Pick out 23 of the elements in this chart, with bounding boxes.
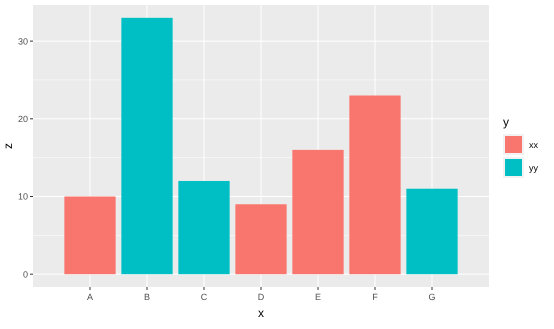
bar [64,196,116,274]
legend-title: y [503,115,509,129]
bar [292,150,344,274]
legend-label: yy [529,163,538,174]
bar [121,18,173,274]
x-tick-label: E [314,292,322,302]
x-tick-label: C [200,292,208,302]
y-axis-title: z [1,143,15,149]
x-tick-label: A [86,292,94,302]
x-tick-label: D [258,292,265,302]
bar [178,180,230,274]
legend-label: xx [529,140,538,150]
y-tick-label: 10 [18,192,28,202]
y-tick-label: 30 [18,36,28,46]
bar [235,204,287,274]
x-tick-label: B [144,292,150,302]
bar [349,96,401,274]
x-tick-label: F [372,292,378,302]
y-tick-label: 0 [22,269,28,280]
bar [406,188,458,274]
x-tick-label: G [428,292,436,302]
y-tick-label: 20 [18,114,28,124]
x-axis-title: x [258,306,264,320]
